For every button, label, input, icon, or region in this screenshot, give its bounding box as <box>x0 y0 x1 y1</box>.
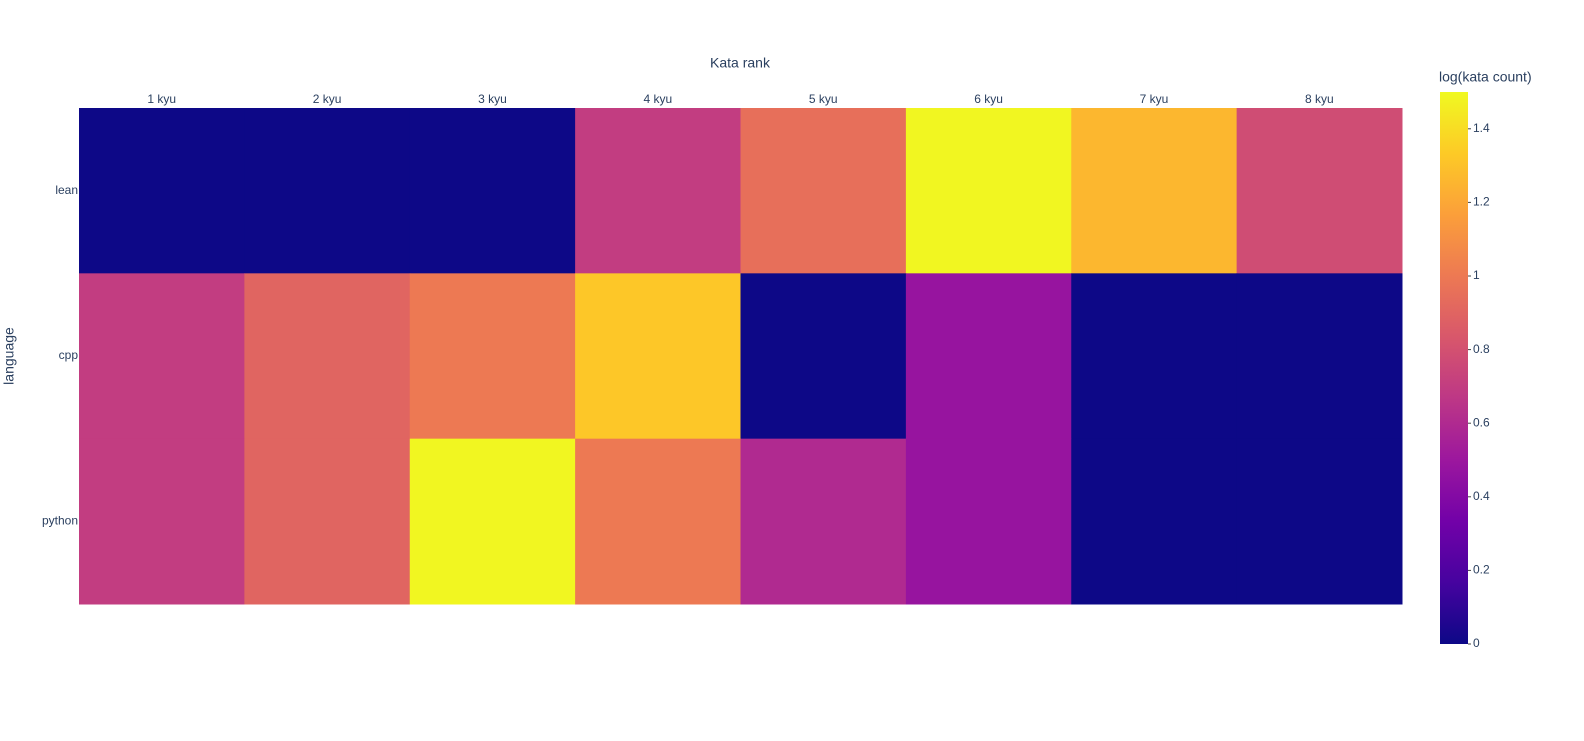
heatmap-cell <box>79 108 245 274</box>
y-tick-label: cpp <box>59 348 79 362</box>
x-tick-label: 6 kyu <box>974 92 1003 106</box>
heatmap-cell <box>575 438 741 605</box>
x-tick-label: 5 kyu <box>809 92 838 106</box>
colorbar-tick-label: 0.4 <box>1473 489 1490 503</box>
heatmap-cell <box>905 273 1072 440</box>
heatmap-cell <box>1071 273 1238 440</box>
heatmap-cell <box>409 273 576 440</box>
x-tick-label: 3 kyu <box>478 92 507 106</box>
heatmap-cell <box>740 438 907 605</box>
x-tick-label: 8 kyu <box>1305 92 1334 106</box>
colorbar-tick-label: 0 <box>1473 636 1480 650</box>
heatmap-cell <box>905 108 1072 274</box>
heatmap-cell <box>79 273 245 440</box>
colorbar-tick-label: 0.6 <box>1473 415 1490 429</box>
heatmap-cell <box>905 438 1072 605</box>
heatmap-cell <box>244 108 411 274</box>
colorbar-tick-label: 1.4 <box>1473 121 1490 135</box>
heatmap-cell <box>409 108 576 274</box>
y-tick-label: python <box>42 514 78 528</box>
heatmap-cell <box>79 438 245 605</box>
colorbar-tick-label: 0.2 <box>1473 563 1490 577</box>
heatmap-cell <box>244 273 411 440</box>
colorbar-tick-label: 1 <box>1473 268 1480 282</box>
heatmap-cell <box>1071 108 1238 274</box>
heatmap-cell <box>1071 438 1238 605</box>
heatmap-cell <box>575 108 741 274</box>
heatmap-cell <box>575 273 741 440</box>
x-tick-label: 1 kyu <box>147 92 176 106</box>
x-axis-title: Kata rank <box>710 55 771 71</box>
colorbar-title: log(kata count) <box>1439 69 1532 85</box>
y-tick-label: lean <box>55 183 78 197</box>
colorbar <box>1440 92 1468 644</box>
heatmap-cell <box>1236 108 1403 274</box>
heatmap-cell <box>409 438 576 605</box>
heatmap-cell <box>740 108 907 274</box>
colorbar-tick-label: 0.8 <box>1473 342 1490 356</box>
heatmap-cell <box>1236 438 1403 605</box>
x-tick-label: 4 kyu <box>643 92 672 106</box>
heatmap-cell <box>740 273 907 440</box>
x-tick-label: 7 kyu <box>1140 92 1169 106</box>
heatmap-cell <box>1236 273 1403 440</box>
y-axis-title: language <box>1 327 17 385</box>
heatmap-cell <box>244 438 411 605</box>
colorbar-tick-label: 1.2 <box>1473 195 1490 209</box>
x-tick-label: 2 kyu <box>313 92 342 106</box>
